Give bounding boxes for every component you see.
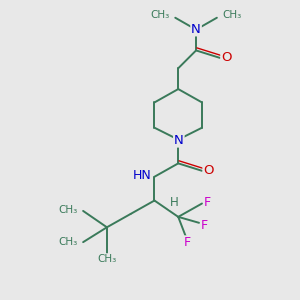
Text: CH₃: CH₃ [151, 11, 170, 20]
Text: O: O [203, 164, 214, 177]
Text: HN: HN [133, 169, 152, 182]
Text: F: F [201, 219, 208, 232]
Text: H: H [169, 196, 178, 208]
Text: CH₃: CH₃ [58, 236, 78, 247]
Text: CH₃: CH₃ [97, 254, 116, 264]
Text: CH₃: CH₃ [222, 11, 242, 20]
Text: O: O [221, 51, 232, 64]
Text: N: N [174, 134, 184, 147]
Text: CH₃: CH₃ [58, 205, 78, 215]
Text: N: N [191, 22, 201, 35]
Text: F: F [184, 236, 191, 249]
Text: F: F [204, 196, 211, 209]
